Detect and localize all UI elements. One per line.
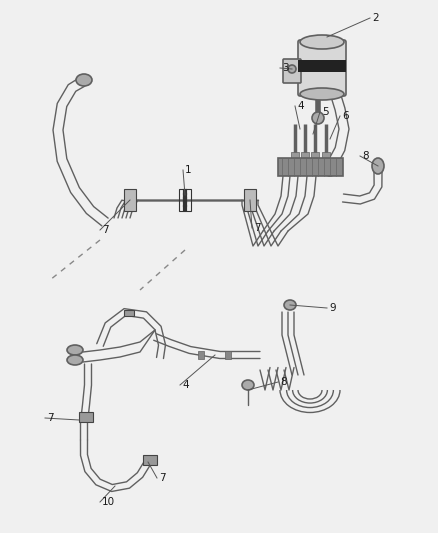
Bar xyxy=(198,351,204,359)
Text: 6: 6 xyxy=(342,111,349,121)
Bar xyxy=(278,158,343,176)
FancyBboxPatch shape xyxy=(283,59,301,83)
Text: 4: 4 xyxy=(297,101,304,111)
Text: 7: 7 xyxy=(47,413,53,423)
Bar xyxy=(179,189,191,211)
Ellipse shape xyxy=(76,74,92,86)
Text: 5: 5 xyxy=(322,107,328,117)
Ellipse shape xyxy=(284,300,296,310)
Text: 8: 8 xyxy=(362,151,369,161)
Ellipse shape xyxy=(300,35,344,49)
Text: 2: 2 xyxy=(372,13,378,23)
Ellipse shape xyxy=(67,345,83,355)
Bar xyxy=(124,189,136,211)
Ellipse shape xyxy=(242,380,254,390)
Bar xyxy=(298,60,346,72)
Text: 1: 1 xyxy=(185,165,192,175)
Bar xyxy=(79,412,93,422)
FancyBboxPatch shape xyxy=(298,40,346,96)
Text: 7: 7 xyxy=(102,225,109,235)
Ellipse shape xyxy=(372,158,384,174)
Text: 4: 4 xyxy=(182,380,189,390)
Ellipse shape xyxy=(67,355,83,365)
Bar xyxy=(143,455,157,465)
Circle shape xyxy=(312,112,324,124)
Text: 7: 7 xyxy=(159,473,166,483)
Bar xyxy=(291,152,299,158)
Bar xyxy=(124,310,134,316)
Circle shape xyxy=(288,65,296,73)
Bar xyxy=(244,189,256,211)
Ellipse shape xyxy=(300,88,344,100)
Text: 3: 3 xyxy=(282,63,289,73)
Bar xyxy=(311,152,319,158)
Text: 7: 7 xyxy=(254,223,261,233)
Circle shape xyxy=(324,164,336,176)
Text: 10: 10 xyxy=(102,497,115,507)
Bar xyxy=(301,152,309,158)
Text: 9: 9 xyxy=(329,303,336,313)
Bar xyxy=(322,152,330,158)
Bar xyxy=(225,351,231,359)
Text: 8: 8 xyxy=(280,377,286,387)
